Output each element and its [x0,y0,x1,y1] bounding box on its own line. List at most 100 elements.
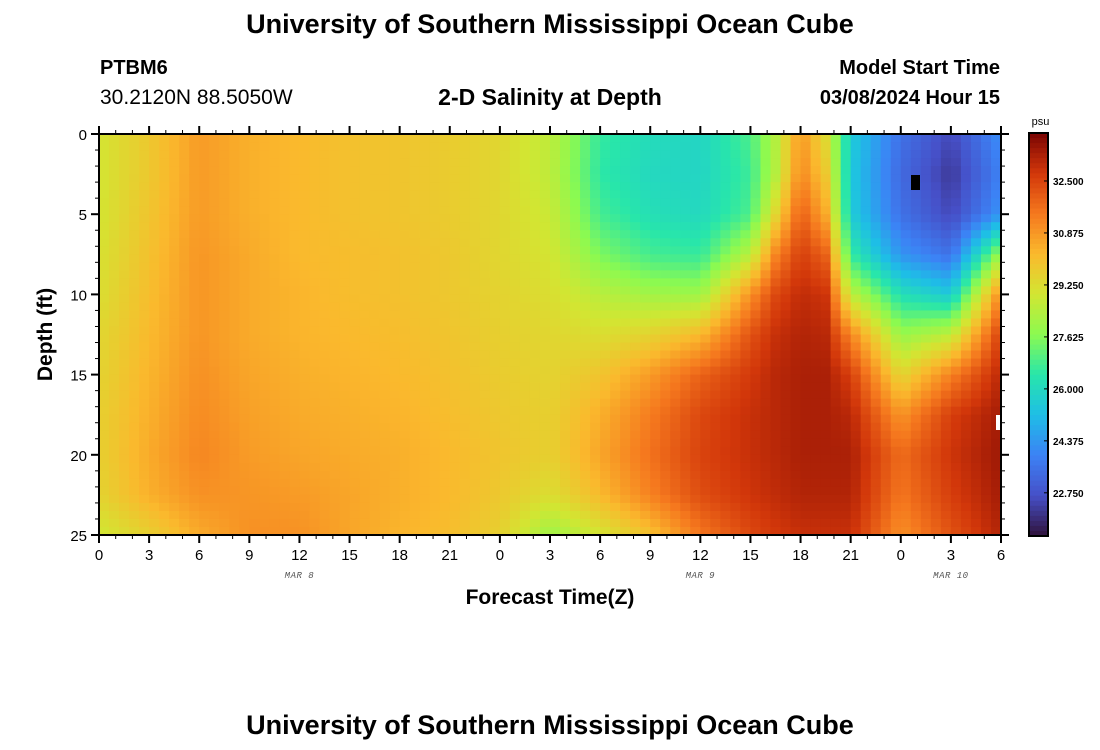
heatmap-cell [159,374,170,384]
heatmap-cell [289,486,301,496]
heatmap-cell [670,446,681,456]
heatmap-cell [870,342,882,352]
heatmap-cell [960,478,972,488]
heatmap-cell [650,182,661,191]
heatmap-cell [539,526,551,536]
heatmap-cell [810,206,822,215]
heatmap-cell [519,254,531,263]
heatmap-cell [159,246,170,255]
heatmap-cell [870,462,882,472]
heatmap-cell [299,262,311,271]
heatmap-cell [770,166,782,175]
heatmap-cell [880,326,892,336]
heatmap-cell [570,494,581,504]
heatmap-cell [529,174,541,183]
heatmap-cell [710,526,721,536]
heatmap-cell [329,190,341,199]
heatmap-cell [399,214,411,223]
heatmap-cell [239,342,250,352]
heatmap-cell [289,430,301,440]
heatmap-cell [139,470,150,480]
heatmap-cell [509,318,521,328]
heatmap-cell [289,374,301,384]
heatmap-cell [750,414,762,424]
heatmap-cell [630,494,641,504]
heatmap-cell [640,142,651,151]
heatmap-cell [289,166,301,175]
heatmap-cell [449,350,461,360]
heatmap-cell [349,374,361,384]
heatmap-cell [279,222,291,231]
heatmap-cell [800,254,812,263]
heatmap-cell [580,246,591,255]
heatmap-cell [459,430,471,440]
heatmap-cell [700,286,711,295]
heatmap-cell [890,398,902,408]
heatmap-cell [820,254,832,263]
heatmap-cell [730,414,742,424]
heatmap-cell [269,422,280,432]
heatmap-cell [730,278,742,287]
heatmap-cell [479,502,491,512]
heatmap-cell [359,518,371,528]
heatmap-cell [439,414,451,424]
heatmap-cell [179,518,190,528]
heatmap-cell [900,518,912,528]
heatmap-cell [980,326,992,336]
heatmap-cell [980,134,992,143]
heatmap-cell [730,262,742,271]
heatmap-cell [399,526,411,536]
heatmap-cell [249,310,260,320]
heatmap-cell [680,470,691,480]
heatmap-cell [339,206,351,215]
heatmap-cell [489,262,501,271]
heatmap-cell [760,230,772,239]
heatmap-cell [790,502,802,512]
heatmap-cell [730,158,742,167]
heatmap-cell [840,198,852,207]
heatmap-cell [359,406,371,416]
heatmap-cell [550,494,561,504]
heatmap-cell [209,374,220,384]
heatmap-cell [840,302,852,312]
heatmap-cell [630,398,641,408]
heatmap-cell [610,430,621,440]
colorbar-segment [1029,440,1048,446]
heatmap-cell [319,486,331,496]
heatmap-cell [880,198,892,207]
heatmap-cell [800,438,812,448]
heatmap-cell [299,334,311,344]
heatmap-cell [349,358,361,368]
heatmap-cell [720,310,731,320]
heatmap-cell [149,206,160,215]
heatmap-cell [890,414,902,424]
heatmap-cell [489,438,501,448]
heatmap-cell [519,382,531,392]
heatmap-cell [179,238,190,247]
heatmap-cell [379,502,391,512]
heatmap-cell [960,182,972,191]
heatmap-cell [109,190,120,199]
heatmap-cell [389,302,401,312]
heatmap-cell [339,390,351,400]
heatmap-cell [429,398,441,408]
heatmap-cell [810,174,822,183]
heatmap-cell [299,270,311,279]
heatmap-cell [980,214,992,223]
heatmap-cell [610,270,621,279]
heatmap-cell [269,430,280,440]
heatmap-cell [800,342,812,352]
heatmap-cell [529,382,541,392]
heatmap-cell [239,518,250,528]
colorbar-segment [1029,394,1048,401]
heatmap-cell [630,510,641,520]
heatmap-cell [209,446,220,456]
heatmap-cell [499,246,511,255]
heatmap-cell [229,518,240,528]
heatmap-cell [309,382,321,392]
heatmap-cell [479,182,491,191]
heatmap-cell [570,502,581,512]
heatmap-cell [169,518,180,528]
heatmap-cell [570,486,581,496]
heatmap-cell [970,142,982,151]
